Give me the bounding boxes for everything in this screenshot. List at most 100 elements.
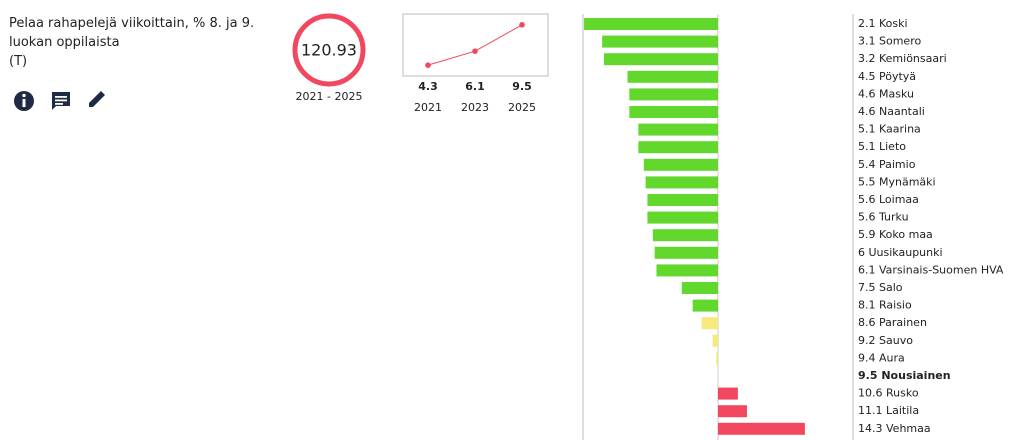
bar-category: Loimaa [879,193,919,206]
bar [647,211,718,224]
info-icon[interactable] [14,91,34,111]
bar-label: 5.9 Koko maa [858,228,933,241]
bar-value: 5.1 [858,140,876,153]
bar [647,194,718,206]
edit-icon[interactable] [89,91,105,107]
bar-category: Raisio [879,299,912,312]
bar-label: 9.5 Nousiainen [858,369,951,382]
bar-category: Kaarina [879,123,921,136]
bar-category: Vehmaa [886,422,931,435]
bar-label: 14.3 Vehmaa [858,422,931,435]
bar-label: 9.2 Sauvo [858,334,913,347]
value-label: 6.1 [465,80,485,93]
value-label: 9.5 [512,80,532,93]
comment-icon[interactable] [52,92,70,110]
bar [629,88,718,101]
bar [584,18,718,30]
bar [652,229,718,242]
bar [629,106,718,118]
bar [645,176,718,189]
bar-value: 9.4 [858,351,876,364]
bar-value: 5.4 [858,158,876,171]
sparkline-frame [402,13,549,77]
bar-label: 6.1 Varsinais-Suomen HVA [858,263,1004,276]
sparkline-point [425,62,431,68]
bar-category: Mynämäki [879,175,936,188]
bar [643,158,718,171]
bar-category: Uusikaupunki [869,246,943,259]
bar-label: 11.1 Laitila [858,404,919,417]
bar-category: Masku [879,87,914,100]
bar-value: 9.5 [858,369,878,382]
bar-category: Turku [878,211,909,224]
bar-value: 7.5 [858,281,876,294]
bar-value: 5.9 [858,228,876,241]
bar-label: 4.5 Pöytyä [858,70,916,83]
bar-value: 3.1 [858,35,876,48]
indicator-period: 2021 - 2025 [296,90,363,103]
sparkline [427,24,523,66]
bar-value: 10.6 [858,387,883,400]
bar [638,123,718,136]
bar [681,282,718,294]
bar-value: 11.1 [858,404,883,417]
bar-category: Nousiainen [881,369,950,382]
bar [627,70,718,83]
bar-category: Lieto [879,140,906,153]
bar-value: 4.6 [858,105,876,118]
bar-label: 10.6 Rusko [858,387,919,400]
bar-category: Salo [879,281,903,294]
bar-label: 3.2 Kemiönsaari [858,52,947,65]
bar-label: 5.6 Turku [858,211,909,224]
bar-label: 3.1 Somero [858,35,921,48]
bar-category: Naantali [879,105,925,118]
x-tick-label: 2021 [414,101,442,114]
bar [718,387,738,400]
bar-value: 8.6 [858,316,876,329]
bar-category: Aura [879,351,905,364]
bar-label: 5.4 Paimio [858,158,916,171]
bar-category: Pöytyä [879,70,916,83]
indicator-ring [292,13,366,87]
bar-label: 9.4 Aura [858,351,905,364]
bar-label: 5.1 Kaarina [858,123,921,136]
bar-category: Varsinais-Suomen HVA [879,263,1004,276]
bar [701,317,718,330]
bar-category: Rusko [886,387,919,400]
bar [603,53,718,66]
bar-label: 8.1 Raisio [858,299,912,312]
bar-value: 5.5 [858,175,876,188]
bar-label: 5.5 Mynämäki [858,175,936,188]
bar-category: Koski [879,17,908,30]
bar-label: 5.6 Loimaa [858,193,919,206]
bar-value: 4.6 [858,87,876,100]
bar-category: Parainen [879,316,927,329]
bar-value: 2.1 [858,17,876,30]
bar-label: 8.6 Parainen [858,316,927,329]
bar-label: 5.1 Lieto [858,140,906,153]
bar-value: 9.2 [858,334,876,347]
bar-label: 4.6 Naantali [858,105,925,118]
subtitle: (T) [9,54,28,69]
icons [14,91,105,111]
sparkline-point [519,22,525,28]
bar [654,246,718,259]
bar-category: Laitila [886,404,919,417]
bar [656,264,718,277]
bar-label: 6 Uusikaupunki [858,246,943,259]
bar-category: Somero [879,35,921,48]
title-block: Pelaa rahapelejä viikoittain, % 8. ja 9.… [9,14,259,71]
x-tick-label: 2023 [461,101,489,114]
bar [692,299,718,312]
bar-label: 4.6 Masku [858,87,914,100]
bar-value: 5.6 [858,211,876,224]
bar-value: 8.1 [858,299,876,312]
bar-value: 3.2 [858,52,876,65]
title: Pelaa rahapelejä viikoittain, % 8. ja 9.… [9,16,255,50]
bar [712,334,718,347]
bar [716,352,718,365]
bar-label: 2.1 Koski [858,17,908,30]
bar-category: Sauvo [879,334,913,347]
